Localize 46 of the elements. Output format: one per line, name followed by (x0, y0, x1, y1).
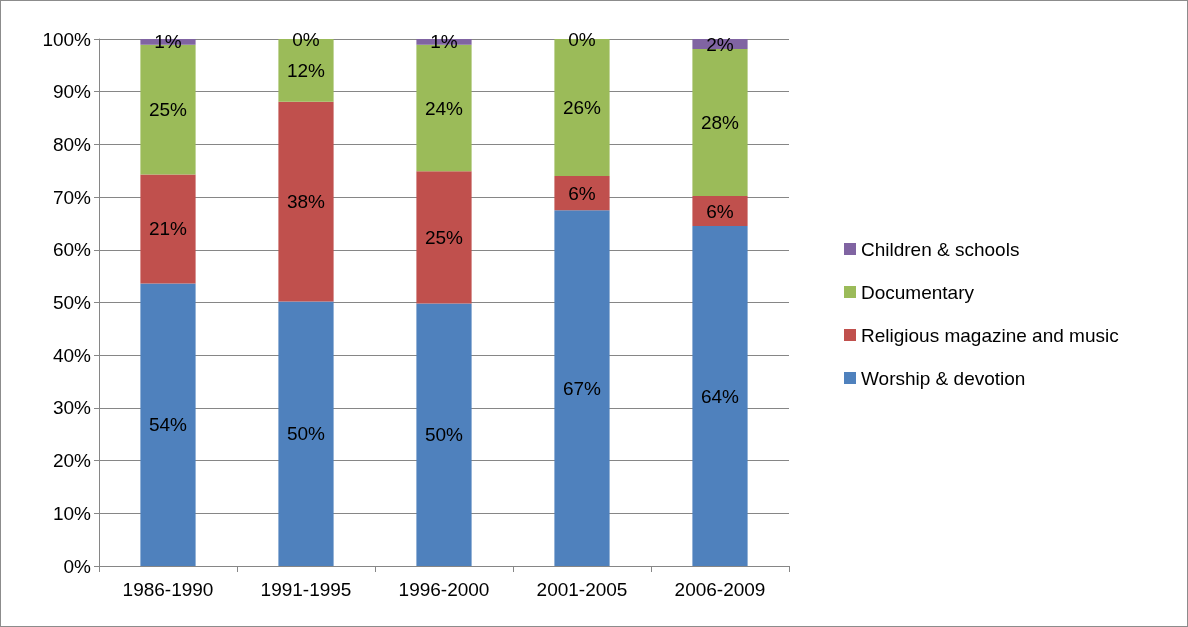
y-tick-label: 60% (52, 239, 92, 261)
data-label: 12% (286, 59, 326, 81)
data-label: 2% (706, 33, 734, 55)
y-tick-label: 40% (52, 344, 92, 366)
data-label: 24% (424, 97, 464, 119)
data-label: 64% (700, 385, 740, 407)
y-tick-label: 20% (52, 450, 92, 472)
y-tick-label: 30% (52, 397, 92, 419)
bar (416, 303, 472, 566)
bar (278, 301, 334, 566)
bar (416, 171, 472, 304)
data-label: 6% (706, 200, 734, 222)
x-tick-label: 1986-1990 (122, 579, 214, 600)
data-label: 26% (562, 97, 602, 119)
x-tick-label: 1996-2000 (398, 579, 490, 600)
x-tick-label: 2006-2009 (674, 579, 766, 600)
data-label: 38% (286, 191, 326, 213)
y-tick-label: 80% (52, 133, 92, 155)
legend-label: Worship & devotion (861, 367, 1026, 389)
data-label: 25% (148, 99, 188, 121)
data-label: 50% (286, 423, 326, 445)
data-label: 21% (148, 218, 188, 240)
y-tick-label: 70% (52, 186, 92, 208)
data-label: 6% (568, 182, 596, 204)
x-tick-label: 2001-2005 (536, 579, 628, 600)
bar (554, 176, 610, 211)
bar (692, 49, 748, 197)
x-tick-label: 1991-1995 (260, 579, 352, 600)
data-label: 28% (700, 112, 740, 134)
y-tick-label: 10% (52, 502, 92, 524)
data-label: 50% (424, 424, 464, 446)
legend-label: Children & schools (861, 238, 1020, 260)
bar (554, 210, 610, 566)
y-tick-label: 50% (52, 292, 92, 313)
bar (278, 101, 334, 302)
y-tick-label: 100% (42, 28, 92, 50)
data-label: 67% (562, 377, 602, 399)
legend-label: Documentary (861, 281, 975, 303)
bar (140, 283, 196, 566)
y-tick-label: 90% (52, 81, 92, 103)
legend-label: Religious magazine and music (861, 324, 1119, 346)
data-label: 25% (424, 226, 464, 248)
y-tick-label: 0% (63, 555, 92, 577)
bar (140, 174, 196, 284)
data-label: 54% (148, 414, 188, 436)
bar (692, 226, 748, 566)
